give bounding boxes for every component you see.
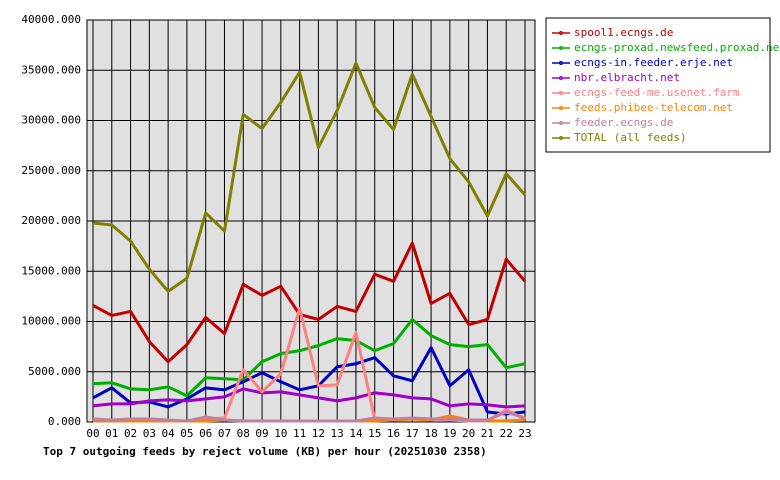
x-tick-label: 05 bbox=[180, 427, 193, 440]
y-tick-label: 15000.000 bbox=[21, 264, 81, 277]
x-tick-label: 08 bbox=[237, 427, 250, 440]
legend-label: ecngs-in.feeder.erje.net bbox=[574, 56, 733, 69]
x-tick-label: 10 bbox=[274, 427, 287, 440]
y-tick-label: 35000.000 bbox=[21, 63, 81, 76]
legend-label: TOTAL (all feeds) bbox=[574, 131, 687, 144]
legend-label: feeder.ecngs.de bbox=[574, 116, 673, 129]
x-tick-label: 19 bbox=[443, 427, 456, 440]
x-tick-label: 22 bbox=[500, 427, 513, 440]
legend-label: feeds.phibee-telecom.net bbox=[574, 101, 733, 114]
y-tick-label: 40000.000 bbox=[21, 13, 81, 26]
x-tick-label: 11 bbox=[293, 427, 306, 440]
x-tick-label: 16 bbox=[387, 427, 400, 440]
legend-label: nbr.elbracht.net bbox=[574, 71, 680, 84]
legend-marker bbox=[559, 76, 563, 80]
series-line bbox=[92, 410, 526, 423]
series-line bbox=[92, 241, 527, 364]
series-line bbox=[92, 387, 526, 409]
y-tick-label: 25000.000 bbox=[21, 164, 81, 177]
legend-marker bbox=[559, 31, 563, 35]
x-tick-label: 17 bbox=[406, 427, 419, 440]
x-tick-label: 13 bbox=[331, 427, 344, 440]
x-tick-label: 12 bbox=[312, 427, 325, 440]
x-tick-label: 18 bbox=[424, 427, 437, 440]
legend-marker bbox=[559, 136, 563, 140]
x-tick-label: 01 bbox=[105, 427, 118, 440]
y-tick-label: 30000.000 bbox=[21, 114, 81, 127]
x-tick-label: 07 bbox=[218, 427, 231, 440]
legend-marker bbox=[559, 106, 563, 110]
legend-label: ecngs-feed-me.usenet.farm bbox=[574, 86, 740, 99]
y-tick-label: 5000.000 bbox=[28, 365, 81, 378]
chart-title: Top 7 outgoing feeds by reject volume (K… bbox=[43, 445, 487, 458]
legend-marker bbox=[559, 121, 563, 125]
series-line bbox=[92, 346, 526, 416]
legend-marker bbox=[559, 61, 563, 65]
x-tick-label: 02 bbox=[124, 427, 137, 440]
x-tick-label: 20 bbox=[462, 427, 475, 440]
y-tick-label: 0.000 bbox=[48, 415, 81, 428]
series-line bbox=[92, 61, 527, 293]
x-tick-label: 04 bbox=[162, 427, 176, 440]
x-tick-label: 00 bbox=[86, 427, 99, 440]
x-tick-label: 14 bbox=[349, 427, 363, 440]
legend-label: ecngs-proxad.newsfeed.proxad.net bbox=[574, 41, 780, 54]
x-tick-label: 06 bbox=[199, 427, 212, 440]
y-tick-label: 20000.000 bbox=[21, 214, 81, 227]
x-tick-label: 21 bbox=[481, 427, 494, 440]
y-tick-label: 10000.000 bbox=[21, 315, 81, 328]
legend-marker bbox=[559, 46, 563, 50]
x-tick-label: 15 bbox=[368, 427, 381, 440]
x-tick-label: 09 bbox=[255, 427, 268, 440]
x-tick-label: 23 bbox=[518, 427, 531, 440]
x-tick-label: 03 bbox=[143, 427, 156, 440]
legend-marker bbox=[559, 91, 563, 95]
legend-label: spool1.ecngs.de bbox=[574, 26, 673, 39]
legend-box bbox=[545, 17, 771, 153]
